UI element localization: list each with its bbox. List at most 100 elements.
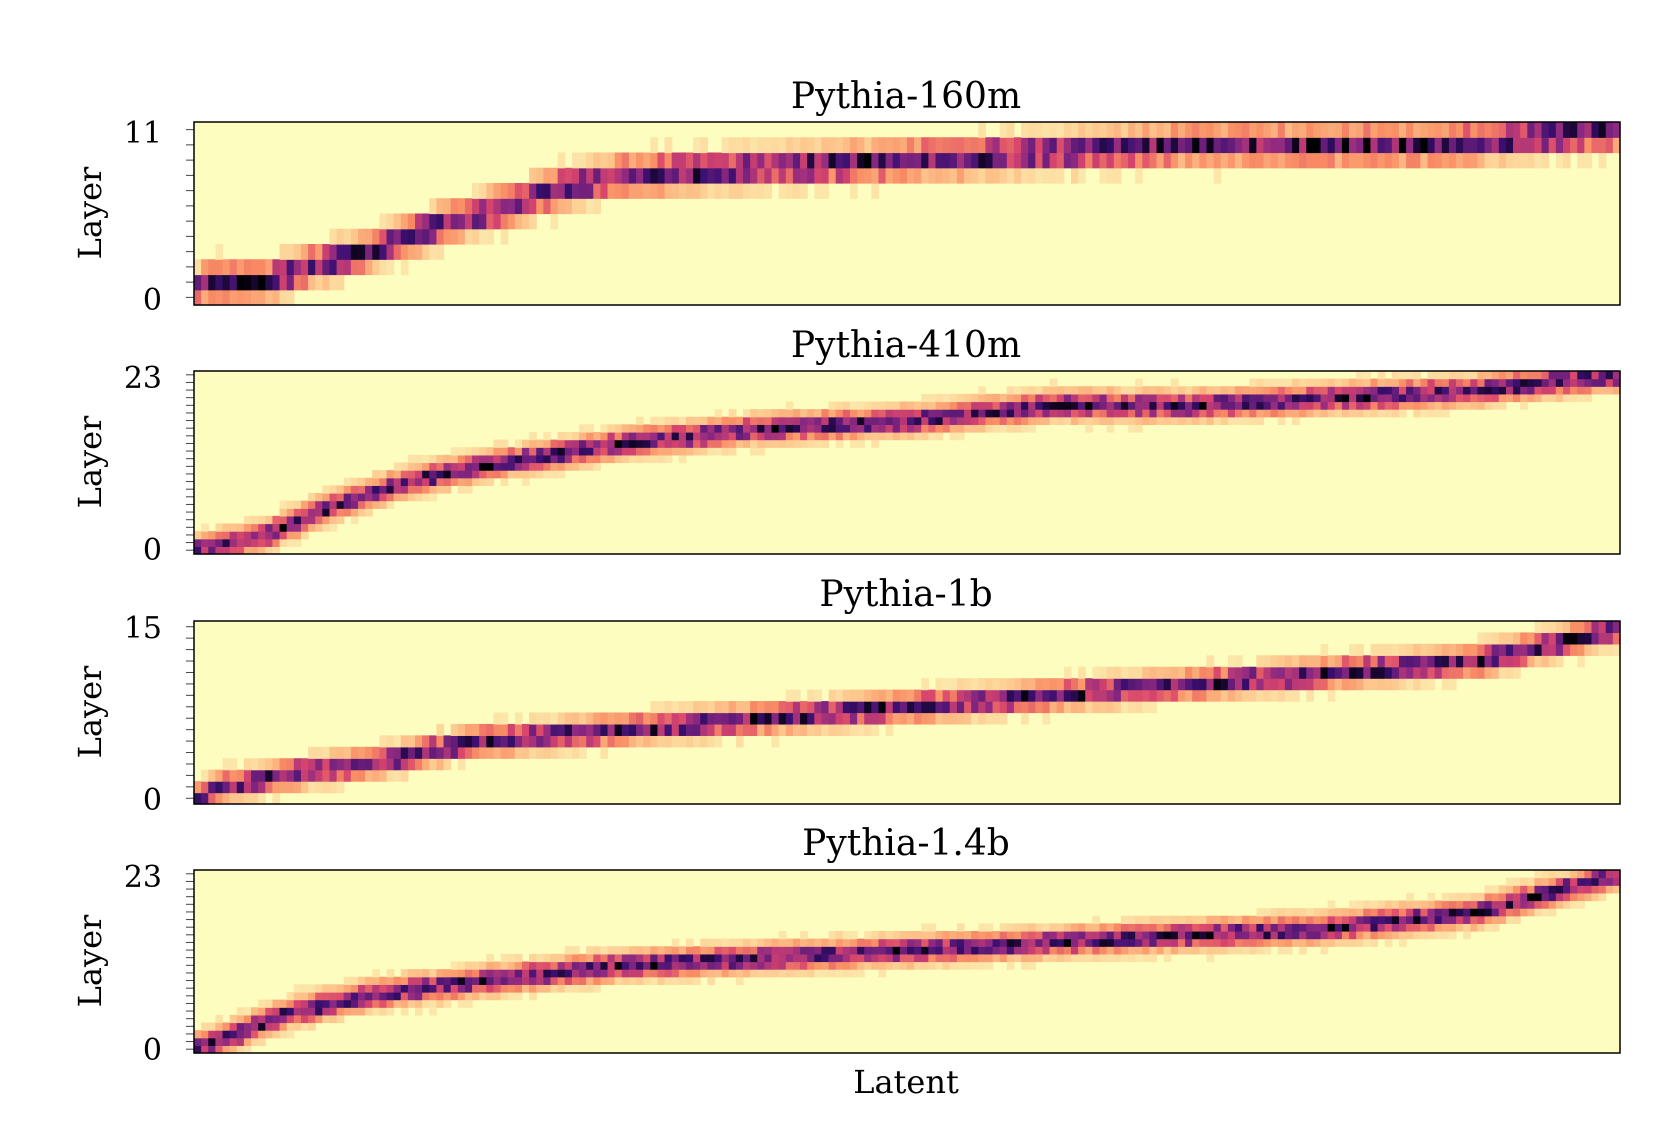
heatmap-cell [251,523,259,532]
heatmap-cell [1420,409,1429,418]
heatmap-cell [1534,152,1543,169]
heatmap-cell [1513,915,1521,924]
heatmap-cell [1028,122,1036,138]
heatmap-cell [1220,678,1229,691]
heatmap-cell [279,244,288,260]
heatmap-cell [1063,137,1072,154]
heatmap-cell [1263,915,1272,924]
heatmap-cell [286,244,295,260]
heatmap-cell [1420,655,1429,668]
heatmap-cell [1320,908,1329,917]
heatmap-cell [835,701,844,714]
heatmap-cell [878,953,887,963]
heatmap-cell [1491,923,1500,932]
heatmap-cell [1177,393,1186,403]
heatmap-cell [1149,915,1158,924]
heatmap-cell [800,409,808,418]
heatmap-cell [272,1007,281,1016]
heatmap-cell [1534,892,1543,902]
heatmap-cell [243,1007,252,1016]
heatmap-cell [1570,371,1578,380]
heatmap-cell [486,746,495,759]
heatmap-cell [999,393,1008,403]
heatmap-cell [1135,923,1143,932]
heatmap-cell [357,493,366,502]
heatmap-cell [1577,655,1585,668]
heatmap-cell [1006,167,1015,184]
heatmap-cell [914,409,922,418]
heatmap-cell [1427,137,1436,154]
heatmap-cell [557,462,566,471]
heatmap-cell [1377,915,1386,924]
heatmap-cell [1570,892,1578,902]
heatmap-cell [1013,701,1022,714]
heatmap-cell [978,122,987,138]
heatmap-cell [1227,666,1236,679]
heatmap-cell [807,152,815,169]
heatmap-cell [1513,371,1521,380]
heatmap-cell [600,961,609,970]
heatmap-cell [607,961,616,970]
heatmap-cell [693,152,701,169]
heatmap-cell [1541,908,1550,917]
heatmap-cell [800,712,808,725]
heatmap-cell [607,969,616,978]
heatmap-cell [1028,152,1036,169]
heatmap-cell [1213,401,1222,410]
heatmap-cell [429,470,438,479]
heatmap-cell [229,781,238,794]
heatmap-cell [899,931,908,940]
y-axis-label: Layer [71,166,109,259]
heatmap-cell [1577,877,1585,886]
heatmap-cell [1242,137,1250,154]
heatmap-cell [849,432,858,441]
heatmap-cell [821,953,830,963]
heatmap-cell [593,432,602,441]
heatmap-cell [1177,409,1186,418]
heatmap-cell [1370,401,1379,410]
heatmap-cell [357,1007,366,1016]
heatmap-cell [1299,393,1307,403]
heatmap-cell [500,961,509,970]
heatmap-cell [329,984,338,993]
heatmap-cell [928,401,937,410]
heatmap-cell [600,152,609,169]
heatmap-cell [400,758,409,771]
heatmap-cell [1299,908,1307,917]
heatmap-cell [229,1037,238,1046]
heatmap-cell [1349,923,1357,932]
heatmap-cell [1106,167,1115,184]
heatmap-cell [464,969,473,978]
heatmap-cell [1035,152,1044,169]
heatmap-cell [978,401,987,410]
heatmap-cell [365,976,373,985]
heatmap-cell [1277,938,1286,947]
heatmap-cell [472,454,480,464]
heatmap-cell [215,538,224,547]
heatmap-cell [336,992,345,1001]
heatmap-cell [1612,371,1621,380]
heatmap-cell [243,538,252,547]
heatmap-cell [329,746,338,759]
heatmap-cell [1341,938,1350,947]
heatmap-cell [721,432,730,441]
heatmap-cell [1213,122,1222,138]
heatmap-cell [194,781,202,794]
heatmap-cell [778,183,787,199]
heatmap-cell [800,424,808,433]
heatmap-cell [286,531,295,540]
heatmap-cell [1256,378,1265,387]
heatmap-cell [357,508,366,517]
heatmap-cell [436,470,445,479]
heatmap-cell [1477,378,1486,387]
heatmap-cell [964,712,972,725]
heatmap-cell [1206,689,1215,702]
heatmap-cell [1113,946,1122,955]
heatmap-cell [636,723,644,736]
heatmap-cell [1170,137,1179,154]
heatmap-cell [1070,137,1079,154]
heatmap-cell [628,712,637,725]
heatmap-cell [1562,877,1571,886]
heatmap-cell [1049,378,1058,387]
heatmap-cell [842,424,851,433]
